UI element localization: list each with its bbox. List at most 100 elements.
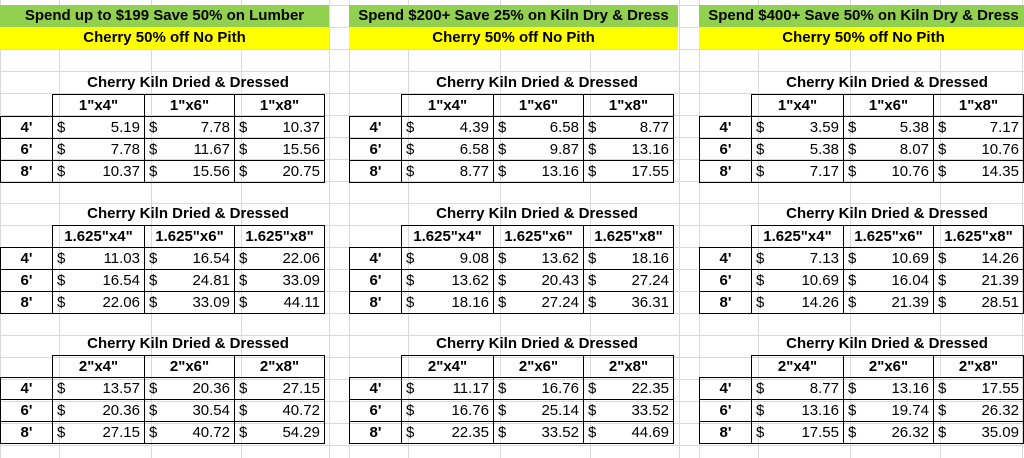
currency-symbol: $ (149, 294, 158, 311)
currency-symbol: $ (756, 402, 765, 419)
price-cell: $21.39 (933, 269, 1024, 292)
length-label: 8' (699, 421, 752, 444)
price-cell: $27.15 (234, 377, 325, 400)
currency-symbol: $ (239, 424, 248, 441)
currency-symbol: $ (588, 294, 597, 311)
price-value: $20.43 (494, 270, 583, 291)
price-value: $5.38 (752, 139, 843, 160)
size-header: 1"x8" (933, 94, 1024, 117)
price-cell: $14.35 (933, 160, 1024, 183)
currency-symbol: $ (848, 380, 857, 397)
price-value: $28.51 (934, 292, 1023, 313)
price-table-title: Cherry Kiln Dried & Dressed (87, 74, 289, 91)
currency-symbol: $ (938, 424, 947, 441)
price-amount: 8.77 (809, 380, 839, 397)
currency-symbol: $ (498, 402, 507, 419)
currency-symbol: $ (149, 380, 158, 397)
currency-symbol: $ (149, 424, 158, 441)
price-value: $16.04 (844, 270, 933, 291)
price-cell: $10.37 (52, 160, 145, 183)
price-value: $11.03 (53, 248, 144, 269)
currency-symbol: $ (57, 402, 66, 419)
price-amount: 16.76 (451, 402, 489, 419)
currency-symbol: $ (57, 272, 66, 289)
price-value: $40.72 (235, 400, 324, 421)
currency-symbol: $ (149, 250, 158, 267)
price-value: $7.78 (145, 117, 234, 138)
currency-symbol: $ (406, 141, 415, 158)
price-amount: 13.16 (541, 163, 579, 180)
price-amount: 54.29 (282, 424, 320, 441)
size-header: 1"x4" (751, 94, 844, 117)
currency-symbol: $ (756, 272, 765, 289)
price-amount: 27.15 (282, 380, 320, 397)
price-cell: $7.78 (144, 116, 235, 139)
header-corner (349, 225, 402, 248)
currency-symbol: $ (588, 424, 597, 441)
length-label: 4' (0, 377, 53, 400)
size-header: 1"x6" (144, 94, 235, 117)
price-cell: $7.78 (52, 138, 145, 161)
header-corner (0, 225, 53, 248)
price-amount: 8.77 (639, 119, 669, 136)
length-label: 8' (0, 291, 53, 314)
price-cell: $9.08 (401, 247, 494, 270)
price-value: $8.07 (844, 139, 933, 160)
price-amount: 5.38 (899, 119, 929, 136)
price-cell: $3.59 (751, 116, 844, 139)
price-value: $21.39 (934, 270, 1023, 291)
size-header: 2"x6" (144, 355, 235, 378)
price-cell: $44.69 (583, 421, 674, 444)
price-amount: 17.55 (981, 380, 1019, 397)
currency-symbol: $ (406, 380, 415, 397)
currency-symbol: $ (57, 250, 66, 267)
price-cell: $24.81 (144, 269, 235, 292)
length-label: 6' (349, 399, 402, 422)
price-cell: $13.57 (52, 377, 145, 400)
currency-symbol: $ (498, 250, 507, 267)
price-row: 8' $18.16 $27.24 $36.31 (349, 291, 674, 314)
promo-subline: Cherry 50% off No Pith (349, 27, 678, 49)
price-amount: 16.54 (192, 250, 230, 267)
currency-symbol: $ (938, 402, 947, 419)
price-amount: 10.76 (981, 141, 1019, 158)
price-value: $19.74 (844, 400, 933, 421)
currency-symbol: $ (498, 163, 507, 180)
price-amount: 44.11 (283, 294, 320, 311)
price-value: $7.17 (934, 117, 1023, 138)
currency-symbol: $ (756, 424, 765, 441)
price-cell: $25.14 (493, 399, 584, 422)
price-amount: 26.32 (891, 424, 929, 441)
size-header-row: 2"x4" 2"x6" 2"x8" (0, 355, 325, 378)
price-value: $35.09 (934, 422, 1023, 443)
currency-symbol: $ (57, 119, 66, 136)
currency-symbol: $ (588, 272, 597, 289)
price-value: $8.77 (402, 161, 493, 182)
price-cell: $33.52 (583, 399, 674, 422)
price-value: $20.75 (235, 161, 324, 182)
price-value: $13.16 (844, 378, 933, 399)
currency-symbol: $ (149, 163, 158, 180)
length-label: 6' (699, 399, 752, 422)
price-cell: $8.77 (751, 377, 844, 400)
price-value: $10.76 (844, 161, 933, 182)
price-cell: $5.19 (52, 116, 145, 139)
price-row: 4' $9.08 $13.62 $18.16 (349, 247, 674, 270)
currency-symbol: $ (406, 272, 415, 289)
price-cell: $17.55 (751, 421, 844, 444)
price-amount: 10.69 (891, 250, 929, 267)
currency-symbol: $ (756, 250, 765, 267)
price-row: 6' $7.78 $11.67 $15.56 (0, 138, 325, 161)
price-table: 1"x4" 1"x6" 1"x8" 4' $5.19 $7.78 $10.37 6' $7.78… (0, 94, 325, 183)
size-header-row: 2"x4" 2"x6" 2"x8" (699, 355, 1024, 378)
price-amount: 20.36 (192, 380, 230, 397)
price-amount: 36.31 (631, 294, 669, 311)
size-header: 1"x8" (234, 94, 325, 117)
price-cell: $16.54 (144, 247, 235, 270)
currency-symbol: $ (848, 119, 857, 136)
price-cell: $10.69 (751, 269, 844, 292)
header-corner (699, 355, 752, 378)
price-cell: $10.69 (843, 247, 934, 270)
price-amount: 14.35 (981, 163, 1019, 180)
size-header-row: 1.625"x4" 1.625"x6" 1.625"x8" (349, 225, 674, 248)
